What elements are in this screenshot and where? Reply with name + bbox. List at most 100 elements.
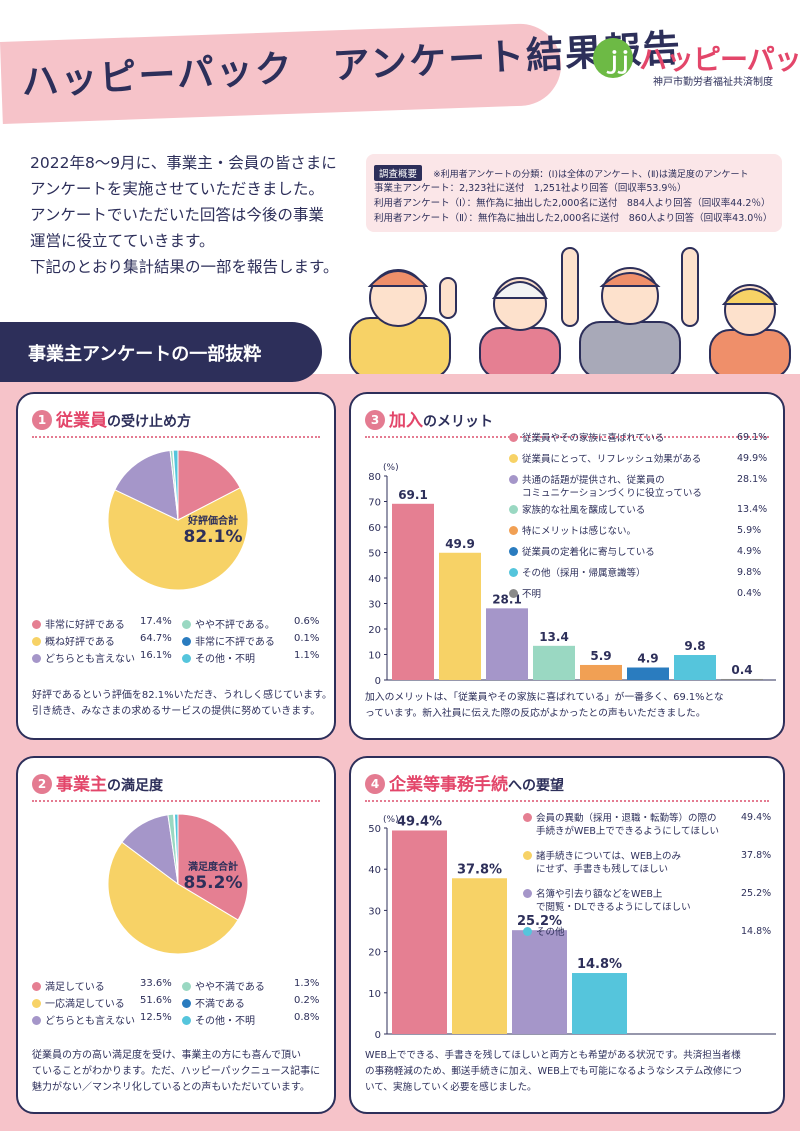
section-band: 事業主アンケートの一部抜粋 <box>0 322 322 382</box>
legend-label: 家族的な社風を醸成している <box>522 505 646 516</box>
legend-item: やや不評である。 <box>182 616 275 631</box>
pie-slice <box>177 813 249 921</box>
panel-title-key: 加入 <box>389 411 423 431</box>
legend-item: どちらとも言えない <box>32 1012 135 1027</box>
legend-label: 名簿や引去り額などをWEB上 <box>536 889 663 900</box>
bar <box>452 878 507 1034</box>
legend-value: 0.2% <box>294 995 320 1006</box>
legend-item: 従業員にとって、リフレッシュ効果がある <box>509 453 701 466</box>
panel-title-key: 事業主 <box>56 775 107 795</box>
legend-label: どちらとも言えない <box>45 654 135 665</box>
legend-value: 0.4% <box>737 588 762 599</box>
legend-item: 非常に不評である <box>182 633 275 648</box>
legend-label: 特にメリットは感じない。 <box>522 526 637 537</box>
legend-swatch <box>32 1016 41 1025</box>
legend-value: 1.3% <box>294 978 320 989</box>
intro-line: アンケートを実施させていただきました。 <box>30 180 324 198</box>
legend-label-line2: 手続きがWEB上でできるようにしてほしい <box>536 826 719 837</box>
y-tick-label: 30 <box>368 906 381 917</box>
legend-label: 不明 <box>522 589 542 600</box>
panel-title: 2 事業主の満足度 <box>32 770 163 795</box>
panel-number: 2 <box>32 774 52 794</box>
legend-label: その他・不明 <box>195 654 255 665</box>
bar <box>392 503 434 680</box>
bar-value-label: 9.8 <box>684 639 705 653</box>
pie-center-caption: 満足度合計 <box>188 862 238 873</box>
pie-slice <box>114 449 179 521</box>
legend-swatch <box>509 526 518 535</box>
y-tick-label: 20 <box>368 625 381 636</box>
legend-label: 不満である <box>195 999 245 1010</box>
bar-value-label: 69.1 <box>398 488 428 502</box>
pie-center-label: 好評価合計 82.1% <box>168 512 258 547</box>
panel-title-rest: の受け止め方 <box>107 414 191 430</box>
legend-value: 0.8% <box>294 1012 320 1023</box>
panel-number: 3 <box>365 410 385 430</box>
panel-comment: 好評であるという評価を82.1%いただき、うれしく感じています。 引き続き、みな… <box>32 688 332 720</box>
legend-label: その他・不明 <box>195 1016 255 1027</box>
legend-item: どちらとも言えない <box>32 650 135 665</box>
panel-number: 4 <box>365 774 385 794</box>
pie-slice <box>172 449 179 521</box>
panel-employer-satisfaction: 2 事業主の満足度 満足度合計 85.2% 満足している 33.6% 一応満足している… <box>16 756 336 1114</box>
pie-chart <box>107 449 249 591</box>
legend-value: 69.1% <box>737 432 768 443</box>
legend-item: 共通の話題が提供され、従業員の コミュニケーションづくりに役立っている <box>509 474 702 500</box>
legend-value: 28.1% <box>737 474 768 485</box>
legend-label: 非常に不評である <box>195 637 275 648</box>
y-tick-label: 50 <box>368 824 381 835</box>
y-tick-label: 30 <box>368 600 381 611</box>
bar-value-label: 49.4% <box>397 814 442 829</box>
legend-swatch <box>523 813 532 822</box>
legend-label: どちらとも言えない <box>45 1016 135 1027</box>
y-tick-label: 10 <box>368 651 381 662</box>
legend-item: 非常に好評である <box>32 616 125 631</box>
legend-value: 49.9% <box>737 453 768 464</box>
legend-item: やや不満である <box>182 978 265 993</box>
legend-swatch <box>182 637 191 646</box>
legend-item: その他・不明 <box>182 650 255 665</box>
legend-label: 共通の話題が提供され、従業員の <box>522 475 665 486</box>
legend-label: 従業員にとって、リフレッシュ効果がある <box>522 454 702 465</box>
legend-item: 名簿や引去り額などをWEB上 で閲覧・DLできるようにしてほしい <box>523 888 691 914</box>
pie-slice <box>173 813 179 885</box>
logo: ｊｊ ハッピーパック 神戸市勤労者福祉共済制度 <box>593 38 800 88</box>
legend-item: 従業員やその家族に喜ばれている <box>509 432 664 445</box>
pie-center-value: 82.1% <box>183 527 243 547</box>
pie-center-caption: 好評価合計 <box>188 516 238 527</box>
legend-swatch <box>32 999 41 1008</box>
panel-comment: 従業員の方の高い満足度を受け、事業主の方にも喜んで頂い ていることがわかります。… <box>32 1048 320 1096</box>
bar-value-label: 14.8% <box>577 957 622 972</box>
legend-label: 満足している <box>45 982 105 993</box>
legend-value: 13.4% <box>737 504 768 515</box>
y-tick-label: 40 <box>368 865 381 876</box>
legend-swatch <box>32 654 41 663</box>
legend-swatch <box>509 475 518 484</box>
legend-swatch <box>509 568 518 577</box>
y-unit-label: (%) <box>383 463 399 473</box>
logo-subtitle: 神戸市勤労者福祉共済制度 <box>653 77 773 88</box>
pie-slice <box>177 449 241 521</box>
legend-value: 33.6% <box>140 978 172 989</box>
panel-employee-reception: 1 従業員の受け止め方 好評価合計 82.1% 非常に好評である 17.4% 概ね好評… <box>16 392 336 740</box>
legend-item: 家族的な社風を醸成している <box>509 504 645 517</box>
section-title: 事業主アンケートの一部抜粋 <box>28 344 262 365</box>
legend-item: その他 <box>523 926 565 939</box>
legend-item: 不明 <box>509 588 541 601</box>
comment-line: いて、実施していく必要を感じました。 <box>365 1082 537 1093</box>
bar <box>512 930 567 1034</box>
panel-title-rest: の満足度 <box>107 778 163 794</box>
survey-note: ※利用者アンケートの分類：(Ⅰ)は全体のアンケート、(Ⅱ)は満足度のアンケート <box>433 170 749 180</box>
panel-title: 1 従業員の受け止め方 <box>32 406 191 431</box>
panel-membership-merits: 3 加入のメリット 0 10 20 30 40 50 60 70 80 (%) 69.1 49.9 28.… <box>349 392 785 740</box>
legend-swatch <box>509 454 518 463</box>
legend-item: その他（採用・帰属意識等） <box>509 567 646 580</box>
legend-value: 64.7% <box>140 633 172 644</box>
legend-value: 25.2% <box>741 888 772 899</box>
y-tick-label: 40 <box>368 574 381 585</box>
intro-line: 運営に役立てていきます。 <box>30 232 215 250</box>
legend-value: 9.8% <box>737 567 762 578</box>
y-unit-label: (%) <box>383 815 399 825</box>
bar <box>392 830 447 1034</box>
